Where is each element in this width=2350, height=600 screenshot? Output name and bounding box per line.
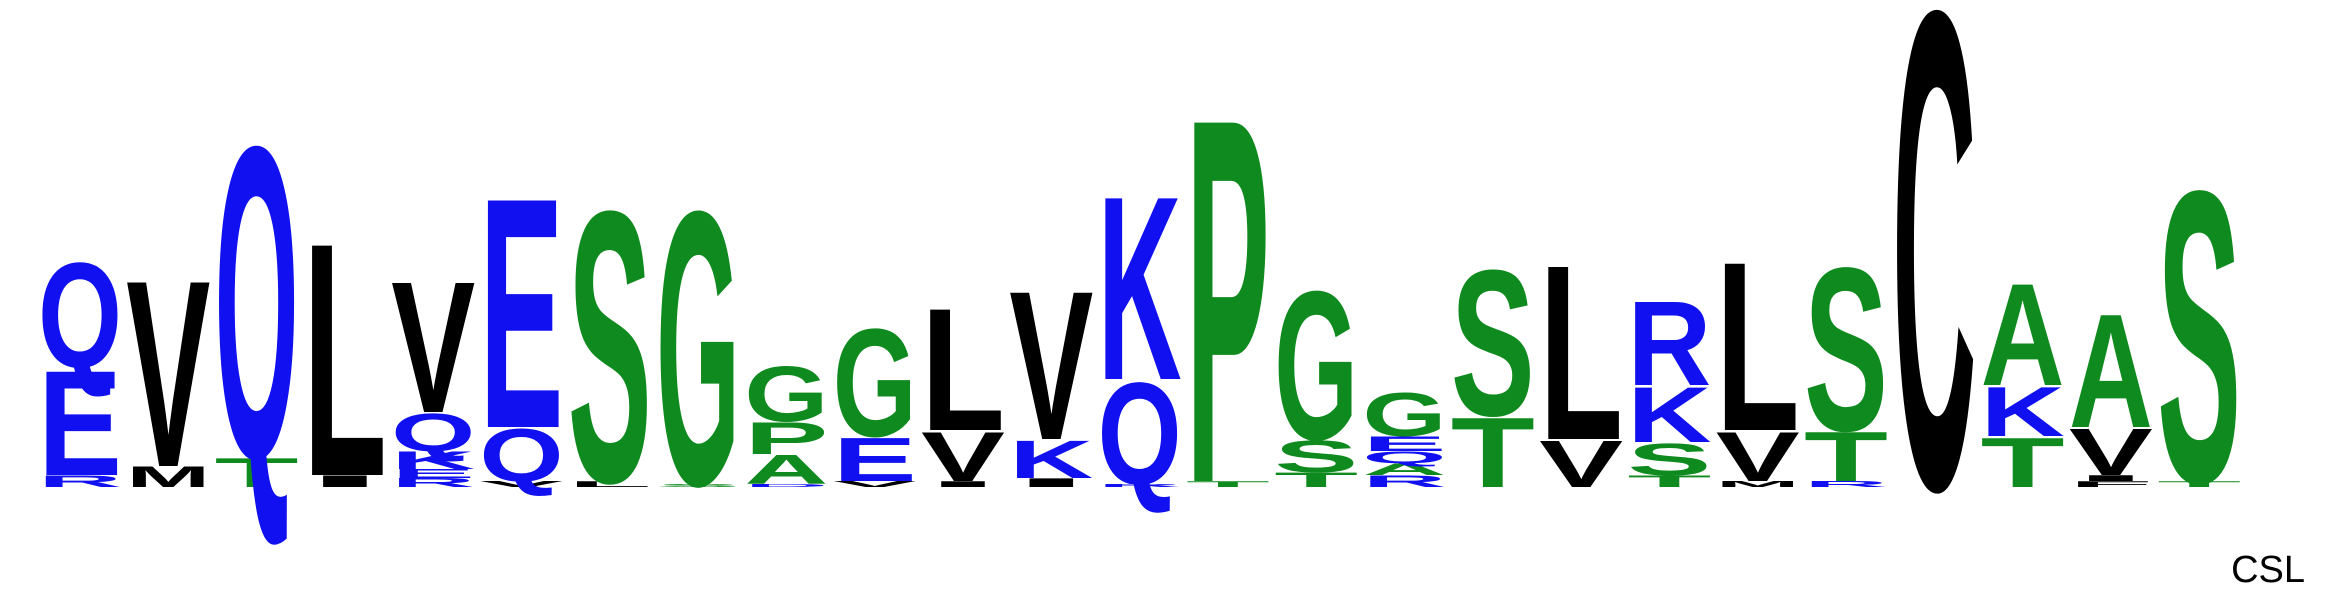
residue-q-pos13: Q bbox=[1098, 353, 1182, 515]
residue-g-pos8: G bbox=[656, 129, 740, 567]
residue-v-pos2: V bbox=[126, 225, 210, 523]
residue-p-pos14: P bbox=[1186, 12, 1270, 593]
residue-t-pos17: T bbox=[1451, 397, 1535, 509]
residue-k-pos12: K bbox=[1009, 430, 1093, 491]
residue-v-pos5: V bbox=[391, 242, 475, 452]
residue-s-pos25: S bbox=[2157, 106, 2241, 571]
residue-r-pos21: R bbox=[1804, 480, 1888, 489]
residue-g-pos16: G bbox=[1363, 380, 1447, 450]
residue-s-pos17: S bbox=[1451, 226, 1535, 459]
residue-k-pos5: K bbox=[391, 447, 475, 475]
residue-r-pos13: R bbox=[1098, 483, 1182, 488]
residue-t-pos23: T bbox=[1981, 424, 2065, 502]
residue-r-pos16: R bbox=[1363, 472, 1447, 491]
residue-t-pos25: T bbox=[2157, 480, 2241, 489]
residue-t-pos19: T bbox=[1627, 472, 1711, 491]
residue-q-pos5: Q bbox=[391, 403, 475, 464]
residue-t-pos14: T bbox=[1186, 480, 1270, 489]
residue-v-pos10: V bbox=[833, 480, 917, 489]
residue-r-pos5: R bbox=[391, 476, 475, 490]
residue-q-pos3: Q bbox=[215, 55, 299, 552]
residue-e-pos1: E bbox=[38, 341, 122, 508]
residue-m-pos20: M bbox=[1716, 480, 1800, 489]
residue-l-pos7: L bbox=[568, 480, 652, 489]
residue-g-pos9: G bbox=[744, 350, 828, 439]
residue-a-pos24: A bbox=[2069, 280, 2153, 462]
residue-e-pos5: E bbox=[391, 467, 475, 481]
residue-g-pos10: G bbox=[833, 296, 917, 469]
residue-a-pos9: A bbox=[744, 447, 828, 493]
credit-label: CSL bbox=[2231, 549, 2305, 591]
residue-i-pos4: I bbox=[303, 472, 387, 491]
residue-r-pos1: R bbox=[38, 472, 122, 491]
residue-v-pos20: V bbox=[1716, 418, 1800, 496]
residue-i-pos12: I bbox=[1009, 476, 1093, 490]
residue-p-pos9: P bbox=[744, 413, 828, 464]
residue-v-pos12: V bbox=[1009, 248, 1093, 485]
residue-m-pos2: M bbox=[126, 460, 210, 493]
residue-q-pos1: Q bbox=[38, 233, 122, 400]
residue-e-pos16: E bbox=[1363, 433, 1447, 456]
residue-s-pos21: S bbox=[1804, 221, 1888, 481]
residue-a-pos16: A bbox=[1363, 460, 1447, 479]
residue-v-pos18: V bbox=[1539, 427, 1623, 502]
residue-s-pos7: S bbox=[568, 130, 652, 563]
residue-l-pos4: L bbox=[303, 174, 387, 547]
residue-l-pos11: L bbox=[921, 273, 1005, 468]
residue-s-pos8: S bbox=[656, 483, 740, 488]
residue-c-pos22: C bbox=[1892, 0, 1976, 600]
residue-v-pos24: V bbox=[2069, 415, 2153, 490]
residue-k-pos23: K bbox=[1981, 373, 2065, 451]
residue-l-pos18: L bbox=[1539, 214, 1623, 492]
residue-a-pos23: A bbox=[1981, 254, 2065, 416]
residue-q-pos6: Q bbox=[480, 413, 564, 497]
residue-v-pos11: V bbox=[921, 418, 1005, 496]
residue-f-pos24: F bbox=[2069, 480, 2153, 489]
residue-i-pos11: I bbox=[921, 480, 1005, 489]
residue-k-pos13: K bbox=[1098, 142, 1182, 435]
residue-t-pos3: T bbox=[215, 450, 299, 496]
residue-g-pos15: G bbox=[1274, 248, 1358, 485]
residue-t-pos15: T bbox=[1274, 469, 1358, 492]
residue-e-pos10: E bbox=[833, 425, 917, 495]
residue-l-pos20: L bbox=[1716, 213, 1800, 482]
residue-r-pos19: R bbox=[1627, 276, 1711, 411]
residue-q-pos16: Q bbox=[1363, 448, 1447, 467]
residue-i-pos24: I bbox=[2069, 474, 2153, 483]
residue-s-pos19: S bbox=[1627, 434, 1711, 485]
residue-k-pos19: K bbox=[1627, 371, 1711, 460]
residue-t-pos21: T bbox=[1804, 418, 1888, 496]
residue-e-pos6: E bbox=[480, 129, 564, 497]
residue-d-pos9: D bbox=[744, 483, 828, 488]
residue-v-pos6: V bbox=[480, 480, 564, 489]
residue-s-pos15: S bbox=[1274, 431, 1358, 482]
